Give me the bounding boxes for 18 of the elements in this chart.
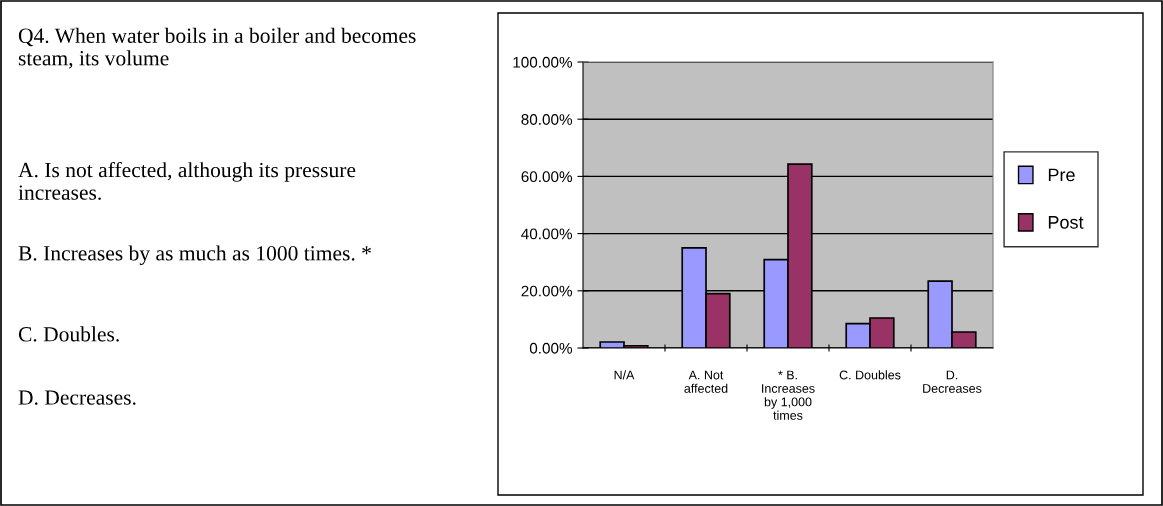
x-tick-label: N/A	[614, 370, 635, 380]
x-tick-label: A. Not affected	[684, 370, 728, 393]
y-tick-label: 0.00%	[529, 342, 573, 354]
y-tick-label: 80.00%	[521, 114, 573, 125]
y-tick-label: 100.00%	[513, 56, 573, 68]
text: A. Is not affected, although its pressure increases.	[18, 161, 356, 200]
text: B. Increases by as much as 1000 times. *	[18, 245, 371, 265]
y-tick-label: 20.00%	[521, 285, 573, 297]
x-tick-label: C. Doubles	[839, 370, 901, 380]
text: C. Doubles.	[18, 326, 119, 342]
legend-label: Post	[1048, 216, 1084, 229]
x-tick-label: * B. Increases by 1,000 times	[762, 370, 815, 420]
y-tick-label: 60.00%	[521, 171, 573, 183]
y-tick-label: 40.00%	[521, 228, 573, 240]
x-tick-label: D. Decreases	[923, 370, 982, 393]
text: D. Decreases.	[18, 390, 136, 405]
legend-label: Pre	[1048, 168, 1075, 182]
text: Q4. When water boils in a boiler and becomes steam, its volume	[18, 27, 416, 69]
